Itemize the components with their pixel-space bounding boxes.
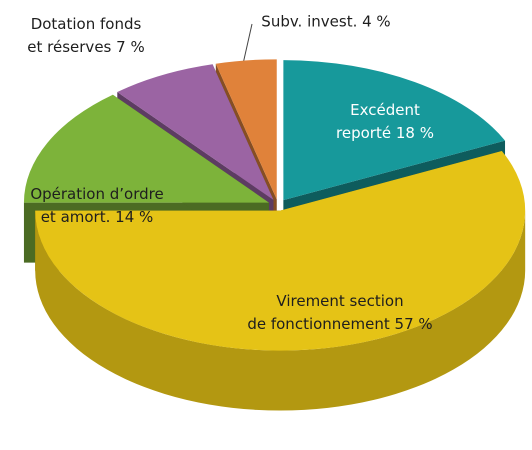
slice-label: Subv. invest. 4 %: [261, 11, 390, 34]
slice-label: Virement section de fonctionnement 57 %: [247, 290, 432, 336]
slice-side: [35, 210, 526, 411]
slice: [23, 94, 269, 203]
value-label: 14 %: [115, 208, 154, 226]
value-label: 18 %: [395, 124, 434, 142]
category: Virement section de fonctionnement: [247, 292, 404, 333]
category: Subv. invest.: [261, 12, 358, 31]
value-label: 57 %: [394, 315, 433, 333]
slice: [117, 64, 274, 200]
slice-label: Dotation fonds et réserves 7 %: [27, 13, 144, 59]
slice-label: Excédent reporté 18 %: [336, 99, 434, 145]
value-label: 7 %: [116, 38, 145, 56]
slice: [283, 60, 506, 201]
category: Excédent reporté: [336, 101, 420, 142]
value-label: 4 %: [362, 12, 391, 31]
slice: [35, 150, 526, 351]
category: Dotation fonds et réserves: [27, 15, 142, 56]
leader-line: [242, 23, 253, 65]
slice: [215, 59, 277, 200]
category: Opération d’ordre et amort.: [30, 185, 164, 226]
slice-label: Opération d’ordre et amort. 14 %: [30, 183, 163, 229]
